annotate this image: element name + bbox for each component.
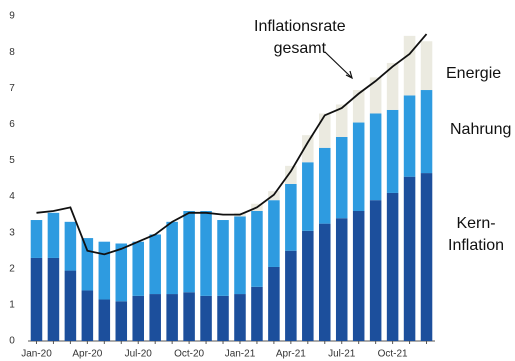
- x-tick-label: Oct-20: [174, 349, 204, 360]
- bar-segment: [234, 216, 246, 295]
- bar-segment: [98, 241, 111, 300]
- bar-segment: [149, 234, 161, 295]
- x-tick-label: Jul-20: [125, 349, 153, 360]
- bar-segment: [420, 90, 433, 174]
- y-tick-label: 7: [9, 83, 15, 94]
- annotation-arrowhead: [345, 70, 353, 80]
- bar-segment: [64, 270, 77, 341]
- bar-segment: [302, 230, 314, 341]
- y-tick-label: 8: [9, 47, 15, 58]
- bar-segment: [234, 294, 246, 341]
- series-label: Inflationsrate gesamt: [254, 18, 346, 57]
- bar-segment: [319, 113, 331, 148]
- bar-segment: [403, 95, 416, 177]
- bar-segment: [403, 35, 416, 96]
- bar-segment: [200, 211, 212, 296]
- bar-segment: [149, 294, 161, 341]
- bar-segment: [98, 299, 111, 341]
- x-tick-label: Jan-20: [21, 349, 52, 360]
- bar-segment: [251, 211, 263, 287]
- bar-segment: [386, 62, 399, 110]
- bar-segment: [64, 221, 77, 271]
- y-tick-label: 5: [9, 155, 15, 166]
- y-tick-label: 9: [9, 11, 15, 22]
- bar-segment: [166, 221, 178, 295]
- bar-segment: [183, 211, 195, 293]
- bar-segment: [200, 295, 212, 341]
- bar-segment: [335, 104, 348, 137]
- bar-segment: [352, 90, 365, 123]
- bar-segment: [285, 183, 297, 251]
- x-tick-label: Jul-21: [328, 349, 356, 360]
- bar-segment: [30, 220, 43, 258]
- x-tick-label: Apr-21: [276, 349, 306, 360]
- bar-segment: [386, 109, 399, 193]
- bar-segment: [386, 192, 399, 341]
- bar-segment: [335, 136, 348, 219]
- bar-segment: [319, 147, 331, 224]
- bar-segment: [403, 176, 416, 341]
- y-tick-label: 2: [9, 263, 15, 274]
- x-tick-label: Oct-21: [378, 349, 408, 360]
- total-line: [36, 33, 428, 256]
- series-label: Energie: [446, 65, 502, 82]
- bar-segment: [115, 301, 128, 341]
- bar-segment: [30, 257, 43, 341]
- y-tick-label: 1: [9, 300, 15, 311]
- bar-segment: [47, 212, 60, 258]
- bar-segment: [166, 294, 178, 341]
- bar-segment: [217, 220, 229, 296]
- bar-segment: [132, 295, 144, 341]
- bar-segment: [47, 257, 60, 341]
- bar-segment: [115, 243, 128, 302]
- bar-segment: [251, 286, 263, 341]
- bar-segment: [302, 162, 314, 231]
- bar-segment: [352, 122, 365, 211]
- bar-segment: [302, 135, 314, 163]
- annotation-arrow: [324, 51, 353, 79]
- bar-segment: [420, 173, 433, 341]
- y-tick-label: 0: [9, 336, 15, 347]
- bar-segment: [217, 295, 229, 341]
- y-tick-label: 4: [9, 191, 15, 202]
- bar-segment: [369, 200, 382, 341]
- bar-segment: [268, 200, 280, 267]
- bar-segment: [132, 241, 144, 296]
- bar-segment: [369, 77, 382, 114]
- bar-segment: [81, 290, 94, 341]
- series-label: Kern- Inflation: [448, 215, 505, 254]
- bar-segment: [183, 292, 195, 341]
- y-tick-label: 3: [9, 227, 15, 238]
- bar-segment: [285, 165, 297, 184]
- bar-segment: [369, 113, 382, 201]
- series-label: Nahrung: [450, 121, 512, 138]
- bar-segment: [81, 238, 94, 291]
- x-tick-label: Apr-20: [72, 349, 102, 360]
- bar-segment: [268, 266, 280, 341]
- bar-segment: [420, 41, 433, 91]
- x-tick-label: Jan-21: [225, 349, 256, 360]
- y-tick-label: 6: [9, 119, 15, 130]
- bar-segment: [352, 211, 365, 341]
- bar-segment: [285, 250, 297, 341]
- bar-segment: [319, 223, 331, 341]
- bar-segment: [335, 218, 348, 341]
